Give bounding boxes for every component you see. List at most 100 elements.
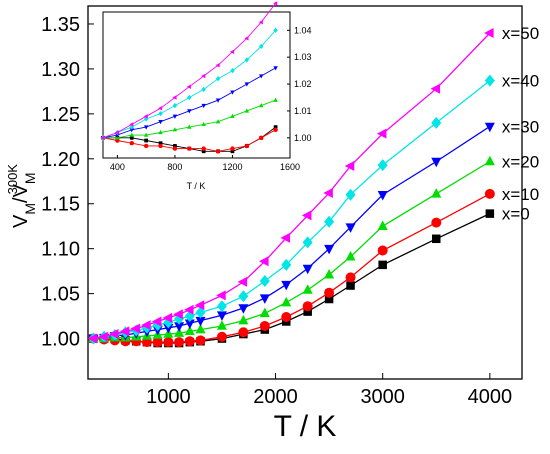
main-point-x30 xyxy=(184,319,195,330)
main-x-tick-label: 2000 xyxy=(253,386,298,408)
main-point-x10 xyxy=(484,188,495,199)
main-point-x30 xyxy=(174,322,185,332)
inset-point-x10 xyxy=(158,143,163,149)
inset-y-tick-label: 1.02 xyxy=(294,79,312,89)
inset-point-x30 xyxy=(273,66,278,71)
main-point-x30 xyxy=(163,324,174,334)
main-point-x50 xyxy=(130,323,140,334)
main-point-x10 xyxy=(377,245,388,256)
inset-point-x0 xyxy=(158,141,163,146)
main-point-x50 xyxy=(344,160,355,171)
main-point-x10 xyxy=(141,337,152,348)
inset-point-x50 xyxy=(172,95,177,100)
main-point-x50 xyxy=(98,331,108,342)
main-point-x0 xyxy=(485,209,495,218)
inset-point-x20 xyxy=(187,124,192,129)
inset-point-x10 xyxy=(187,146,192,151)
inset-y-tick-label: 1.04 xyxy=(294,25,312,35)
main-point-x30 xyxy=(484,122,495,133)
inset-point-x0 xyxy=(230,149,235,154)
inset-point-x10 xyxy=(201,146,206,151)
main-point-x30 xyxy=(377,190,388,201)
main-point-x0 xyxy=(432,234,441,244)
main-point-x10 xyxy=(324,287,335,298)
inset-point-x20 xyxy=(230,113,235,118)
inset-point-x20 xyxy=(172,127,178,132)
main-point-x50 xyxy=(194,300,205,311)
main-point-x50 xyxy=(237,276,248,287)
inset-point-x10 xyxy=(244,143,250,149)
main-point-x50 xyxy=(173,309,183,320)
inset-point-x0 xyxy=(129,135,134,140)
main-y-tick-label: 1.20 xyxy=(41,149,80,171)
inset-point-x10 xyxy=(273,127,278,132)
inset-point-x0 xyxy=(173,144,177,148)
main-y-tick-label: 1.10 xyxy=(41,239,80,261)
inset-point-x30 xyxy=(129,128,134,133)
inset-point-x10 xyxy=(230,146,235,151)
inset-point-x20 xyxy=(143,132,149,137)
main-point-x10 xyxy=(163,337,174,348)
main-y-tick-label: 1.25 xyxy=(41,104,80,126)
inset-plot-frame xyxy=(102,11,291,159)
inset-point-x40 xyxy=(230,67,235,74)
inset-point-x40 xyxy=(244,57,250,63)
main-point-x0 xyxy=(346,281,355,290)
inset-x-tick-label: 400 xyxy=(110,162,125,172)
inset-point-x40 xyxy=(259,43,264,50)
inset-point-x50 xyxy=(258,20,263,25)
series-label-x20: x=20 xyxy=(502,152,539,171)
inset-point-x20 xyxy=(201,121,206,127)
inset-point-x20 xyxy=(273,97,278,102)
inset-point-x30 xyxy=(115,133,120,138)
main-point-x20 xyxy=(281,296,292,307)
inset-point-x30 xyxy=(201,103,206,109)
main-y-tick-label: 1.15 xyxy=(41,194,80,216)
main-point-x20 xyxy=(238,314,249,325)
main-point-x50 xyxy=(87,333,98,344)
inset-point-x50 xyxy=(100,135,105,141)
inset-point-x30 xyxy=(172,114,178,119)
main-point-x20 xyxy=(195,323,206,334)
inset-point-x30 xyxy=(143,125,149,130)
main-point-x40 xyxy=(431,116,442,129)
inset-point-x40 xyxy=(201,86,206,93)
series-label-x40: x=40 xyxy=(502,72,539,91)
main-series-line-x20 xyxy=(93,160,491,340)
main-point-x0 xyxy=(303,307,312,316)
inset-point-x30 xyxy=(187,109,192,114)
main-x-tick-label: 3000 xyxy=(360,386,405,408)
inset-point-x0 xyxy=(201,149,206,154)
main-point-x10 xyxy=(195,335,206,346)
inset-point-x20 xyxy=(244,108,250,113)
main-point-x50 xyxy=(323,187,333,198)
main-point-x30 xyxy=(281,280,292,291)
inset-y-tick-label: 1.00 xyxy=(294,133,312,143)
main-point-x10 xyxy=(184,336,195,347)
inset-point-x10 xyxy=(143,143,149,149)
main-point-x0 xyxy=(378,260,387,270)
main-point-x40 xyxy=(216,300,227,313)
inset-point-x50 xyxy=(244,36,249,41)
series-label-x30: x=30 xyxy=(502,117,539,136)
main-y-tick-label: 1.05 xyxy=(41,284,80,306)
inset-x-tick-label: 1600 xyxy=(280,162,300,172)
main-point-x40 xyxy=(484,74,495,87)
main-x-tick-label: 1000 xyxy=(146,386,191,408)
main-point-x50 xyxy=(119,326,130,337)
main-point-x50 xyxy=(162,312,173,323)
main-point-x40 xyxy=(302,236,313,249)
main-point-x30 xyxy=(431,157,442,168)
main-point-x40 xyxy=(345,188,356,201)
main-y-tick-label: 1.30 xyxy=(41,59,80,81)
inset-point-x20 xyxy=(215,119,221,124)
main-x-tick-label: 4000 xyxy=(468,386,513,408)
main-point-x20 xyxy=(377,220,388,230)
main-point-x40 xyxy=(259,275,270,288)
main-point-x10 xyxy=(259,320,270,331)
main-point-x30 xyxy=(216,311,227,321)
main-point-x20 xyxy=(302,284,313,294)
main-y-tick-label: 1.35 xyxy=(41,14,80,36)
inset-point-x10 xyxy=(129,141,134,146)
